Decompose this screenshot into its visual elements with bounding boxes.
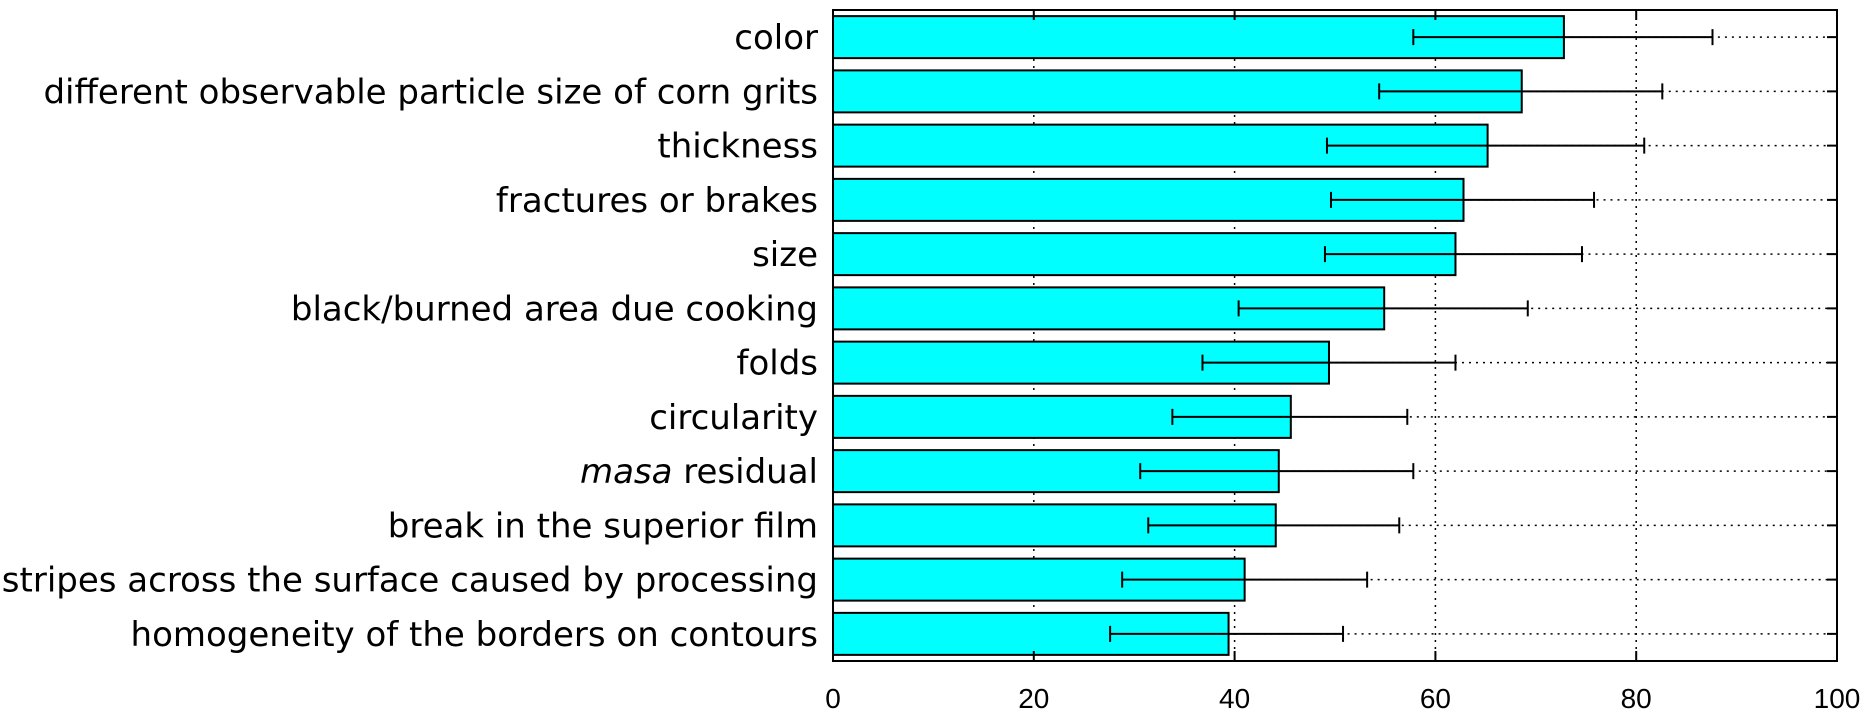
category-label: circularity	[649, 398, 818, 438]
category-label: different observable particle size of co…	[43, 72, 818, 112]
category-label: homogeneity of the borders on contours	[131, 615, 818, 655]
category-labels: color different observable particle size …	[2, 18, 818, 655]
category-label: break in the superior film	[388, 506, 818, 546]
category-label: stripes across the surface caused by pro…	[2, 561, 818, 601]
x-tick-label: 20	[1018, 683, 1049, 714]
category-label: black/burned area due cooking	[291, 289, 818, 329]
bars	[832, 15, 1565, 656]
plot-frame	[832, 9, 1838, 662]
category-label: size	[752, 235, 818, 275]
category-label: color	[734, 18, 818, 58]
x-tick-label: 80	[1621, 683, 1652, 714]
category-label-rest: residual	[672, 452, 818, 492]
x-tick-label: 100	[1814, 683, 1861, 714]
error-bars	[1109, 29, 1837, 642]
x-tick-label: 0	[825, 683, 841, 714]
category-label: folds	[736, 344, 818, 384]
x-tick-label: 40	[1219, 683, 1250, 714]
category-label: masa residual	[580, 452, 818, 492]
x-tick-label: 60	[1420, 683, 1451, 714]
category-label: fractures or brakes	[496, 181, 818, 221]
category-label: thickness	[657, 127, 818, 167]
x-axis-ticks: 0 20 40 60 80 100	[825, 10, 1860, 714]
category-label-italic: masa	[580, 452, 673, 492]
